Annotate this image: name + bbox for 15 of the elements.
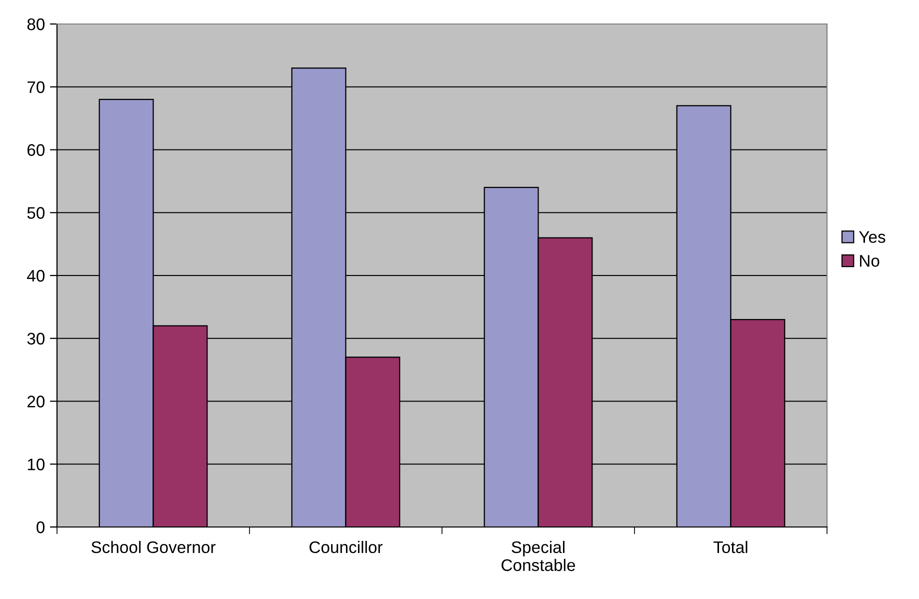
x-tick-label: Special Constable <box>502 540 576 572</box>
y-tick-label: 10 <box>28 458 45 470</box>
legend-label: Yes <box>859 231 886 243</box>
y-tick-label: 40 <box>27 270 45 282</box>
y-tick-label: 30 <box>27 332 45 345</box>
y-tick-label: 60 <box>28 144 45 156</box>
x-tick-label: School Governor <box>91 540 216 554</box>
x-tick-label: Total <box>714 540 748 554</box>
y-tick-label: 50 <box>27 207 45 219</box>
y-tick-label: 70 <box>28 81 45 94</box>
x-tick-label: Councillor <box>310 540 383 554</box>
legend-label: No <box>860 255 880 267</box>
y-tick-label: 80 <box>27 18 45 30</box>
y-tick-label: 0 <box>36 521 45 534</box>
y-tick-label: 20 <box>27 396 45 408</box>
